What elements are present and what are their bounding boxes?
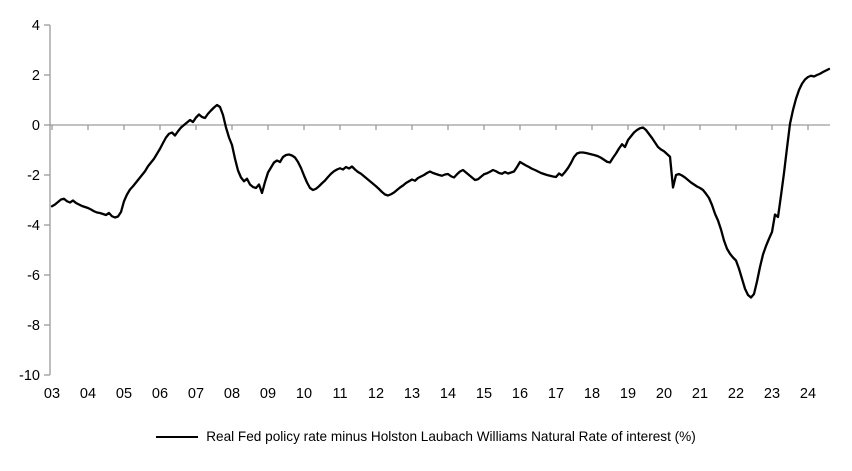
y-tick-label: -2 — [27, 168, 40, 184]
y-tick-label: 4 — [32, 18, 40, 34]
y-tick-label: 2 — [32, 68, 40, 84]
legend-line-sample — [156, 435, 199, 438]
x-tick-label: 03 — [44, 386, 60, 402]
x-tick-label: 18 — [584, 386, 600, 402]
y-tick-label: -4 — [27, 218, 40, 234]
x-tick-label: 15 — [476, 386, 492, 402]
x-tick-label: 21 — [692, 386, 708, 402]
x-tick-label: 12 — [368, 386, 384, 402]
x-tick-label: 04 — [80, 386, 96, 402]
y-tick-label: -10 — [19, 368, 40, 384]
x-tick-label: 05 — [116, 386, 132, 402]
x-tick-label: 19 — [620, 386, 636, 402]
x-tick-label: 07 — [188, 386, 204, 402]
x-tick-label: 06 — [152, 386, 168, 402]
y-tick-label: -6 — [27, 268, 40, 284]
x-tick-label: 20 — [656, 386, 672, 402]
x-tick-label: 14 — [440, 386, 456, 402]
x-tick-label: 10 — [296, 386, 312, 402]
x-tick-label: 16 — [512, 386, 528, 402]
x-tick-label: 11 — [332, 386, 347, 402]
legend: Real Fed policy rate minus Holston Lauba… — [0, 429, 852, 444]
y-tick-label: -8 — [27, 318, 40, 334]
x-tick-label: 23 — [764, 386, 780, 402]
y-tick-label: 0 — [32, 118, 40, 134]
x-tick-label: 09 — [260, 386, 276, 402]
x-tick-label: 22 — [728, 386, 744, 402]
series-line — [50, 67, 831, 299]
x-tick-label: 24 — [800, 386, 816, 402]
x-tick-label: 08 — [224, 386, 240, 402]
legend-label: Real Fed policy rate minus Holston Lauba… — [206, 429, 696, 444]
x-tick-label: 13 — [404, 386, 420, 402]
x-tick-label: 17 — [548, 386, 564, 402]
